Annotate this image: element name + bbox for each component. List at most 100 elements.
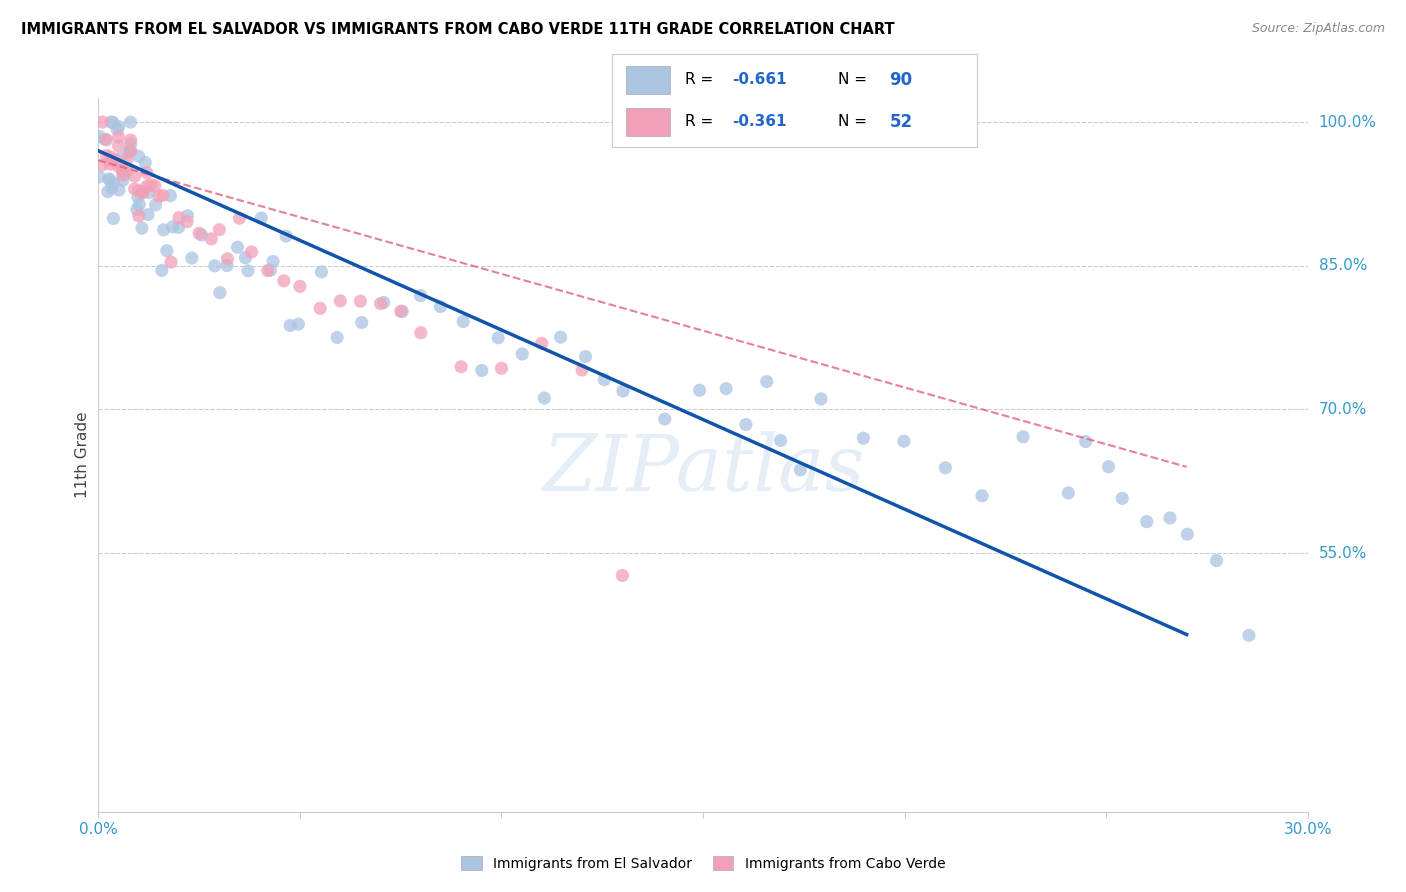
- Point: [120, 115, 142, 129]
- Point: [103, 211, 125, 226]
- Point: [893, 434, 915, 449]
- Point: [128, 197, 150, 211]
- Point: [311, 265, 333, 279]
- Point: [250, 211, 273, 225]
- Text: R =: R =: [685, 114, 718, 129]
- Point: [101, 181, 124, 195]
- Point: [96, 133, 118, 147]
- Point: [1136, 515, 1159, 529]
- Point: [138, 186, 160, 200]
- Point: [273, 274, 295, 288]
- Point: [111, 168, 134, 182]
- Point: [127, 190, 149, 204]
- Point: [491, 361, 513, 376]
- Point: [288, 279, 311, 293]
- Point: [262, 254, 284, 268]
- Point: [486, 331, 509, 345]
- Point: [769, 434, 792, 448]
- Point: [200, 232, 222, 246]
- Text: 90: 90: [890, 70, 912, 88]
- Point: [1012, 430, 1035, 444]
- Point: [97, 185, 120, 199]
- Point: [349, 294, 371, 309]
- Point: [131, 221, 153, 235]
- Point: [471, 363, 494, 377]
- Point: [226, 240, 249, 254]
- Point: [91, 158, 114, 172]
- Point: [228, 211, 250, 226]
- Point: [309, 301, 332, 316]
- Point: [1111, 491, 1133, 506]
- Legend: Immigrants from El Salvador, Immigrants from Cabo Verde: Immigrants from El Salvador, Immigrants …: [456, 850, 950, 876]
- Point: [204, 259, 226, 273]
- Point: [208, 222, 231, 236]
- Point: [373, 295, 395, 310]
- FancyBboxPatch shape: [626, 108, 671, 136]
- Text: ZIPatlas: ZIPatlas: [541, 431, 865, 508]
- Point: [115, 153, 138, 167]
- Point: [571, 363, 593, 377]
- Point: [100, 150, 122, 164]
- Point: [389, 304, 412, 318]
- Point: [98, 173, 121, 187]
- Point: [391, 304, 413, 318]
- Point: [100, 157, 122, 171]
- Point: [852, 431, 875, 445]
- Point: [139, 178, 162, 192]
- Point: [110, 151, 132, 165]
- Point: [91, 115, 114, 129]
- Point: [1237, 628, 1260, 642]
- Point: [111, 173, 134, 187]
- Point: [115, 163, 138, 178]
- Point: [1097, 459, 1119, 474]
- Text: 55.0%: 55.0%: [1319, 546, 1367, 560]
- Point: [132, 185, 155, 199]
- Point: [176, 215, 198, 229]
- Point: [240, 244, 263, 259]
- Point: [136, 208, 159, 222]
- Point: [103, 176, 125, 190]
- Point: [612, 384, 634, 398]
- Point: [132, 186, 155, 200]
- Point: [111, 161, 134, 176]
- Point: [120, 136, 142, 151]
- Point: [152, 188, 174, 202]
- Point: [934, 460, 956, 475]
- Point: [235, 251, 257, 265]
- Point: [108, 183, 131, 197]
- Point: [329, 293, 352, 308]
- Text: N =: N =: [838, 114, 872, 129]
- Y-axis label: 11th Grade: 11th Grade: [75, 411, 90, 499]
- Point: [409, 326, 432, 340]
- Point: [135, 179, 157, 194]
- Point: [593, 373, 616, 387]
- Point: [190, 227, 212, 242]
- Point: [810, 392, 832, 406]
- Text: 85.0%: 85.0%: [1319, 259, 1367, 273]
- Text: -0.361: -0.361: [733, 114, 787, 129]
- Point: [510, 347, 533, 361]
- Text: R =: R =: [685, 72, 718, 87]
- Point: [118, 145, 141, 160]
- Point: [159, 188, 181, 202]
- Point: [120, 144, 142, 158]
- Point: [89, 169, 111, 184]
- Point: [105, 122, 128, 136]
- Point: [112, 168, 135, 182]
- Point: [217, 252, 239, 266]
- Point: [259, 263, 281, 277]
- Point: [287, 317, 309, 331]
- Point: [550, 330, 572, 344]
- Point: [98, 172, 121, 186]
- Point: [689, 384, 711, 398]
- Point: [162, 219, 184, 234]
- Point: [208, 285, 231, 300]
- Point: [972, 489, 994, 503]
- Point: [612, 568, 634, 582]
- Text: 70.0%: 70.0%: [1319, 402, 1367, 417]
- Point: [654, 412, 676, 426]
- Point: [107, 160, 129, 174]
- Point: [789, 463, 811, 477]
- Point: [256, 263, 278, 277]
- Point: [1175, 527, 1198, 541]
